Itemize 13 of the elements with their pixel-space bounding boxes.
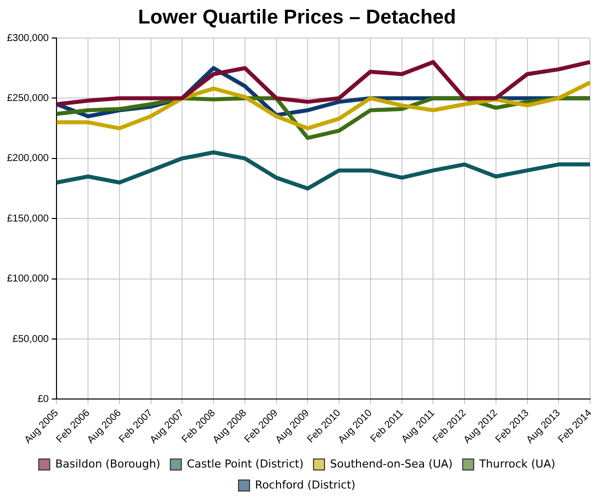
chart-title: Lower Quartile Prices – Detached — [138, 6, 456, 29]
y-tick-label: £100,000 — [6, 274, 50, 285]
y-tick-label: £150,000 — [6, 213, 50, 224]
legend-label: Thurrock (UA) — [478, 457, 556, 470]
y-tick-label: £0 — [38, 394, 50, 405]
legend-label: Castle Point (District) — [186, 457, 304, 470]
y-tick-label: £50,000 — [12, 334, 50, 345]
legend-label: Southend-on-Sea (UA) — [330, 457, 453, 470]
legend-label: Rochford (District) — [255, 478, 356, 492]
legend-label: Basildon (Borough) — [55, 457, 160, 470]
y-tick-label: £300,000 — [6, 32, 50, 44]
y-tick-label: £200,000 — [6, 153, 50, 164]
y-tick-label: £250,000 — [6, 92, 50, 104]
